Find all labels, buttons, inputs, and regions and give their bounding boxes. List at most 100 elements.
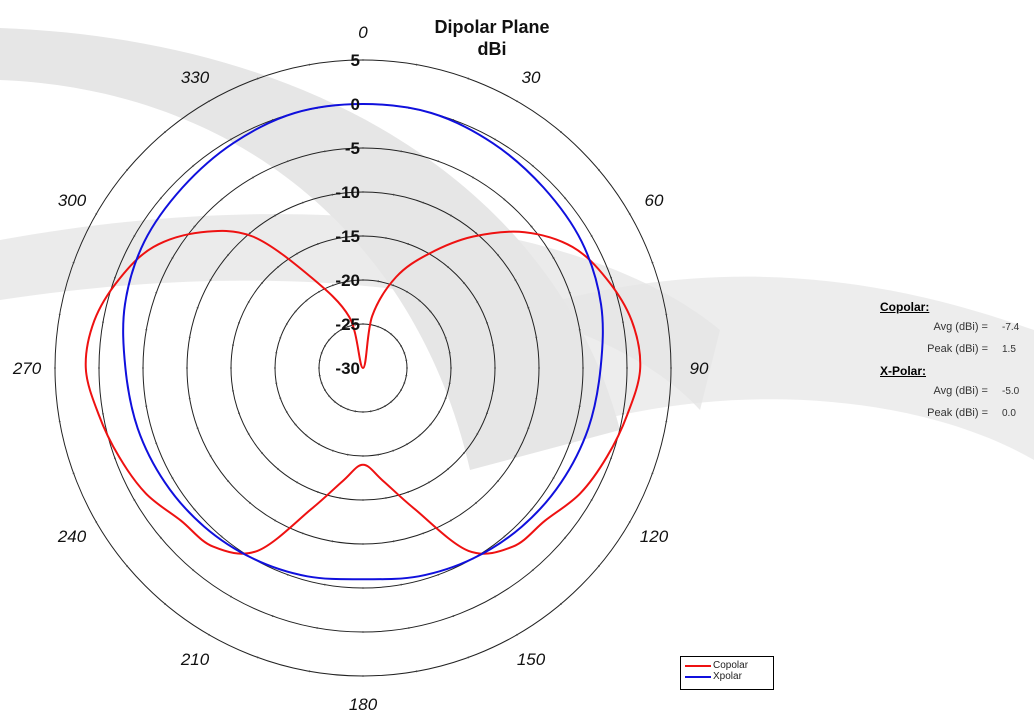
grid-tick bbox=[247, 433, 250, 435]
grid-tick bbox=[316, 491, 319, 493]
grid-tick bbox=[406, 443, 408, 446]
grid-tick bbox=[145, 405, 148, 408]
grid-tick bbox=[248, 501, 251, 504]
grid-tick bbox=[230, 367, 232, 369]
grid-tick bbox=[145, 328, 148, 331]
angle-tick-label: 240 bbox=[57, 527, 87, 546]
grid-tick bbox=[192, 569, 195, 572]
grid-tick bbox=[294, 423, 297, 426]
xpolar-peak-value: 0.0 bbox=[1002, 407, 1016, 419]
grid-tick bbox=[114, 457, 116, 460]
grid-tick bbox=[142, 367, 144, 369]
grid-tick bbox=[475, 232, 478, 235]
grid-tick bbox=[492, 390, 494, 392]
grid-tick bbox=[275, 351, 278, 354]
grid-tick bbox=[362, 499, 364, 501]
grid-tick bbox=[535, 336, 538, 339]
grid-tick bbox=[238, 412, 240, 415]
grid-tick bbox=[448, 382, 451, 385]
series-line-copolar bbox=[84, 229, 642, 555]
grid-tick bbox=[271, 615, 274, 617]
grid-tick bbox=[384, 405, 386, 408]
grid-tick bbox=[275, 382, 278, 385]
grid-tick bbox=[590, 235, 593, 237]
grid-tick bbox=[230, 595, 232, 598]
grid-tick bbox=[377, 453, 380, 456]
grid-tick bbox=[610, 276, 612, 279]
grid-tick bbox=[475, 501, 478, 504]
grid-tick bbox=[296, 481, 298, 484]
grid-tick bbox=[403, 352, 406, 354]
grid-tick bbox=[196, 427, 199, 430]
background-watermark bbox=[0, 28, 1034, 470]
grid-tick bbox=[496, 253, 499, 256]
grid-tick bbox=[95, 213, 98, 215]
grid-tick bbox=[503, 198, 506, 201]
grid-tick bbox=[527, 427, 530, 430]
grid-tick bbox=[159, 536, 162, 539]
radial-tick-label: -5 bbox=[345, 139, 360, 158]
grid-tick bbox=[256, 77, 259, 80]
grid-tick bbox=[377, 280, 380, 283]
grid-tick bbox=[578, 328, 581, 331]
grid-tick bbox=[155, 442, 158, 445]
grid-tick bbox=[552, 477, 555, 479]
grid-tick bbox=[260, 451, 263, 454]
grid-tick bbox=[340, 405, 342, 408]
grid-tick bbox=[256, 656, 259, 659]
grid-tick bbox=[418, 434, 421, 437]
grid-tick bbox=[362, 543, 364, 545]
grid-tick bbox=[670, 367, 672, 369]
grid-tick bbox=[362, 147, 364, 149]
grid-tick bbox=[392, 193, 395, 196]
grid-tick bbox=[58, 420, 61, 423]
grid-tick bbox=[390, 400, 393, 403]
grid-tick bbox=[305, 434, 308, 437]
grid-tick bbox=[467, 77, 470, 80]
xpolar-avg-row: Avg (dBi) = -5.0 bbox=[880, 382, 1030, 400]
grid-tick bbox=[362, 191, 364, 193]
grid-tick bbox=[208, 633, 210, 636]
radial-tick-label: 0 bbox=[351, 95, 360, 114]
angle-tick-label: 30 bbox=[522, 68, 541, 87]
grid-tick bbox=[415, 670, 418, 673]
angle-tick-label: 150 bbox=[517, 650, 546, 669]
grid-tick bbox=[403, 382, 406, 384]
grid-tick bbox=[531, 569, 534, 572]
grid-tick bbox=[347, 325, 349, 328]
grid-tick bbox=[308, 63, 311, 66]
grid-tick bbox=[332, 449, 334, 452]
grid-tick bbox=[450, 519, 452, 522]
radial-tick-label: -10 bbox=[335, 183, 360, 202]
grid-tick bbox=[448, 351, 451, 354]
grid-tick bbox=[494, 138, 496, 141]
statistics-panel: Copolar: Avg (dBi) = -7.4 Peak (dBi) = 1… bbox=[880, 300, 1030, 422]
grid-tick bbox=[405, 359, 408, 362]
copolar-peak-row: Peak (dBi) = 1.5 bbox=[880, 340, 1030, 358]
grid-tick bbox=[494, 595, 496, 598]
grid-tick bbox=[126, 169, 128, 171]
grid-tick bbox=[286, 573, 289, 576]
grid-tick bbox=[651, 261, 654, 264]
grid-tick bbox=[323, 389, 326, 391]
grid-tick bbox=[452, 615, 455, 617]
grid-tick bbox=[54, 367, 56, 369]
grid-tick bbox=[188, 397, 191, 400]
chart-title-line-2: dBi bbox=[478, 39, 507, 59]
radial-tick-label: -25 bbox=[335, 315, 360, 334]
grid-tick bbox=[159, 197, 162, 200]
grid-tick bbox=[438, 323, 441, 325]
grid-tick bbox=[385, 497, 387, 499]
grid-tick bbox=[346, 280, 349, 283]
grid-tick bbox=[400, 345, 403, 347]
grid-tick bbox=[492, 344, 494, 346]
grid-tick bbox=[193, 225, 196, 228]
grid-tick bbox=[494, 367, 496, 369]
radial-tick-label: -30 bbox=[335, 359, 360, 378]
grid-tick bbox=[227, 253, 230, 256]
grid-tick bbox=[392, 284, 394, 287]
grid-tick bbox=[164, 603, 166, 605]
grid-tick bbox=[418, 299, 421, 302]
copolar-avg-value: -7.4 bbox=[1002, 321, 1020, 333]
grid-tick bbox=[622, 321, 624, 324]
